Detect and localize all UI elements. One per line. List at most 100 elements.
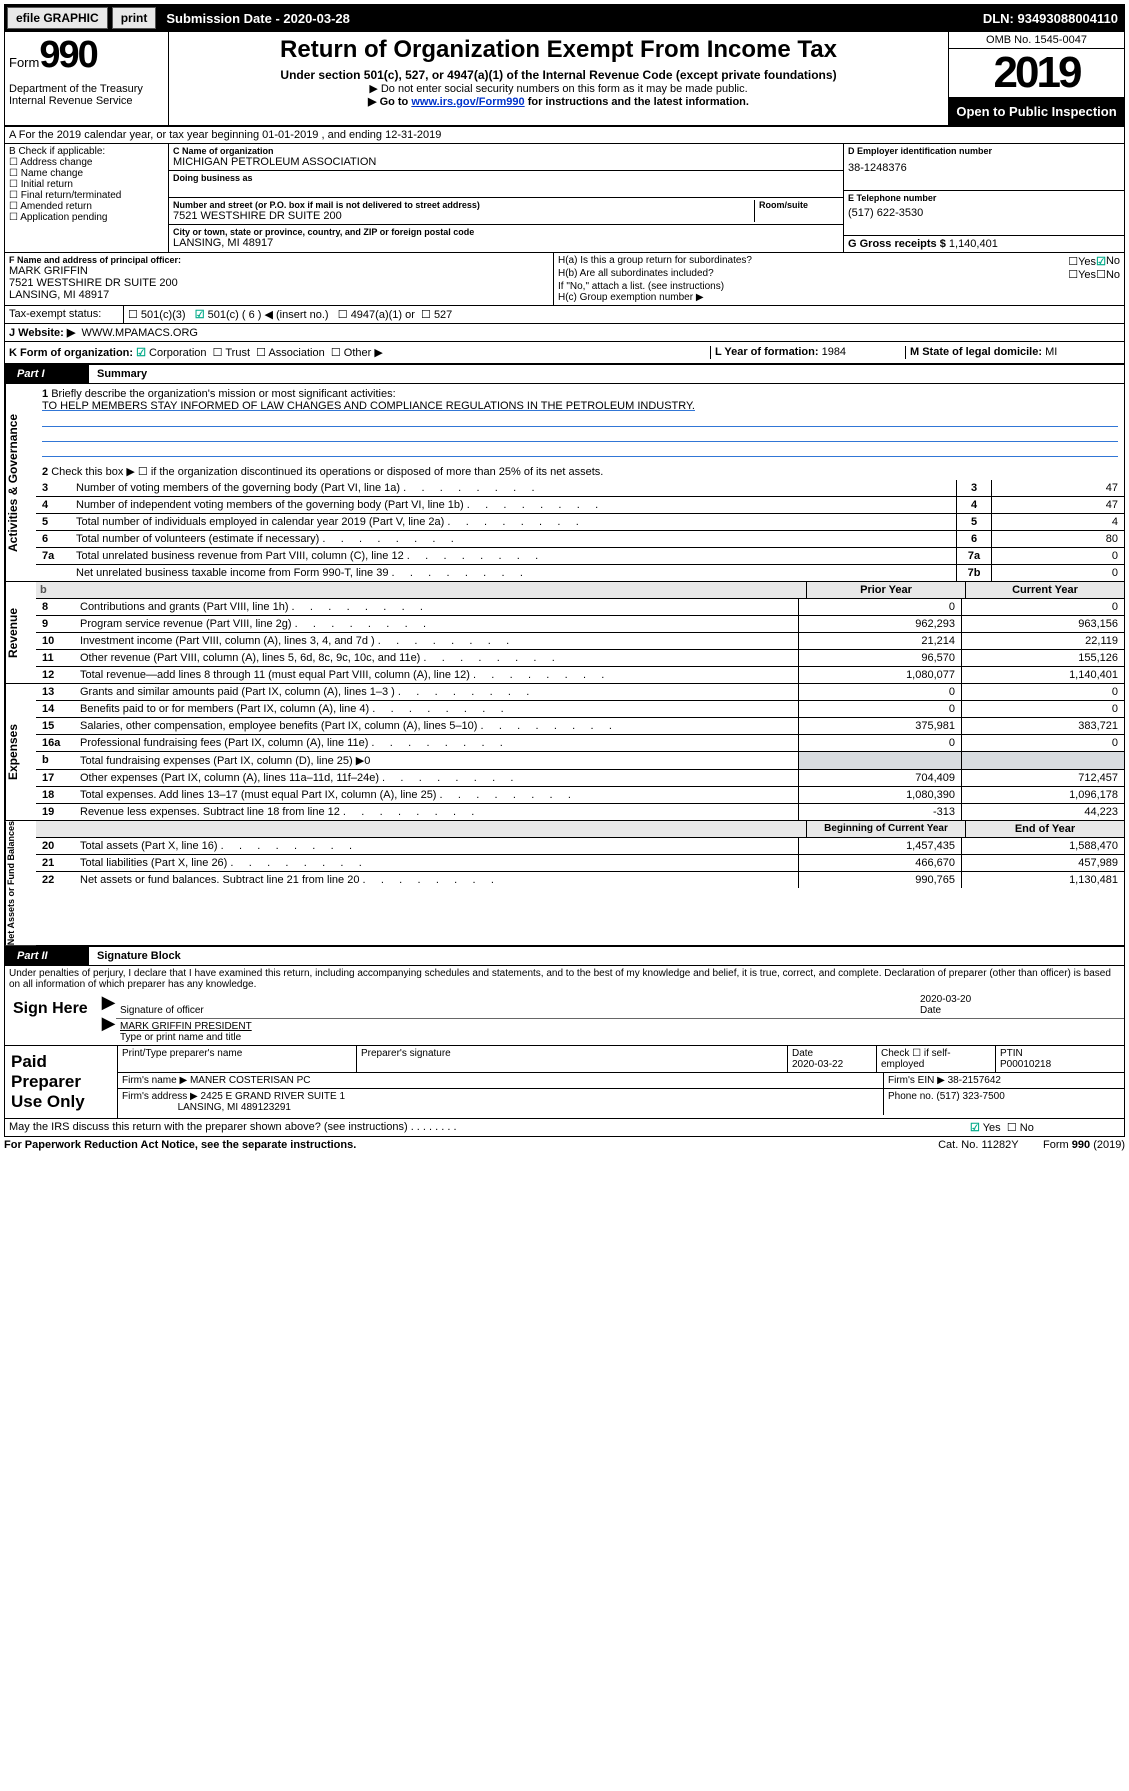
- gov-line: 6Total number of volunteers (estimate if…: [36, 531, 1124, 548]
- chk-527[interactable]: ☐ 527: [421, 309, 452, 321]
- hb-yes[interactable]: ☐Yes: [1068, 268, 1096, 281]
- part2-title: Signature Block: [89, 947, 189, 965]
- dln-label: DLN: 93493088004110: [977, 8, 1124, 29]
- city-label: City or town, state or province, country…: [173, 227, 839, 237]
- expenses-section: Expenses 13Grants and similar amounts pa…: [4, 684, 1125, 821]
- gross-value: 1,140,401: [949, 238, 998, 250]
- revenue-line: 9Program service revenue (Part VIII, lin…: [36, 616, 1124, 633]
- officer-addr1: 7521 WESTSHIRE DR SUITE 200: [9, 277, 549, 289]
- website-row: J Website: ▶ WWW.MPAMACS.ORG: [4, 324, 1125, 342]
- chk-name[interactable]: ☐ Name change: [9, 168, 164, 179]
- prep-sig-label: Preparer's signature: [361, 1048, 451, 1059]
- block-fh: F Name and address of principal officer:…: [4, 253, 1125, 306]
- corp-txt: Corporation: [149, 347, 206, 359]
- current-head: Current Year: [965, 582, 1124, 598]
- chk-initial[interactable]: ☐ Initial return: [9, 179, 164, 190]
- efile-label: efile GRAPHIC: [7, 7, 108, 29]
- revenue-line: 11Other revenue (Part VIII, column (A), …: [36, 650, 1124, 667]
- side-netassets: Net Assets or Fund Balances: [5, 821, 36, 945]
- 501c-txt: 501(c) ( 6 ) ◀ (insert no.): [208, 309, 329, 321]
- sig-date: 2020-03-20: [920, 994, 971, 1005]
- print-button[interactable]: print: [112, 7, 157, 29]
- taxexempt-label: Tax-exempt status:: [5, 306, 124, 323]
- discuss-yes[interactable]: ☑: [970, 1122, 980, 1134]
- klm-row: K Form of organization: ☑ Corporation ☐ …: [4, 342, 1125, 365]
- ha-label: H(a) Is this a group return for subordin…: [558, 255, 1068, 268]
- side-governance: Activities & Governance: [5, 384, 36, 581]
- q1-text: Briefly describe the organization's miss…: [51, 388, 395, 400]
- website-value: WWW.MPAMACS.ORG: [81, 327, 198, 339]
- revenue-line: 10Investment income (Part VIII, column (…: [36, 633, 1124, 650]
- side-expenses: Expenses: [5, 684, 36, 820]
- prep-date: 2020-03-22: [792, 1059, 843, 1070]
- prep-date-label: Date: [792, 1048, 813, 1059]
- prep-name-label: Print/Type preparer's name: [122, 1048, 242, 1059]
- m-label: M State of legal domicile:: [910, 346, 1042, 358]
- website-label: J Website: ▶: [9, 327, 75, 339]
- chk-501c[interactable]: ☑: [195, 309, 205, 321]
- self-emp-label[interactable]: Check ☐ if self-employed: [881, 1048, 951, 1070]
- box-f: F Name and address of principal officer:…: [5, 253, 554, 305]
- revenue-line: 8Contributions and grants (Part VIII, li…: [36, 599, 1124, 616]
- dept-label: Department of the Treasury Internal Reve…: [9, 83, 164, 107]
- firm-phone: (517) 323-7500: [936, 1091, 1004, 1102]
- hc-label: H(c) Group exemption number ▶: [558, 292, 1120, 303]
- rev-header: b Prior Year Current Year: [36, 582, 1124, 599]
- discuss-no[interactable]: ☐: [1007, 1122, 1017, 1134]
- end-head: End of Year: [965, 821, 1124, 837]
- chk-amended[interactable]: ☐ Amended return: [9, 201, 164, 212]
- ein-value: 38-1248376: [848, 162, 1120, 174]
- chk-4947[interactable]: ☐ 4947(a)(1) or: [338, 309, 415, 321]
- netassets-section: Net Assets or Fund Balances Beginning of…: [4, 821, 1125, 947]
- goto-pre: ▶ Go to: [368, 96, 411, 108]
- chk-addr[interactable]: ☐ Address change: [9, 157, 164, 168]
- paid-preparer-block: Paid Preparer Use Only Print/Type prepar…: [4, 1046, 1125, 1119]
- sign-block: Sign Here ▶▶ Signature of officer 2020-0…: [4, 992, 1125, 1046]
- chk-other[interactable]: ☐ Other ▶: [331, 347, 383, 359]
- room-label: Room/suite: [759, 200, 839, 210]
- note-goto: ▶ Go to www.irs.gov/Form990 for instruct…: [175, 95, 942, 108]
- side-revenue: Revenue: [5, 582, 36, 683]
- chk-assoc[interactable]: ☐ Association: [256, 347, 325, 359]
- m-val: MI: [1045, 346, 1057, 358]
- expense-line: 17Other expenses (Part IX, column (A), l…: [36, 770, 1124, 787]
- box-h: H(a) Is this a group return for subordin…: [554, 253, 1124, 305]
- phone-label: E Telephone number: [848, 193, 1120, 203]
- k-label: K Form of organization:: [9, 347, 133, 359]
- mission-text: TO HELP MEMBERS STAY INFORMED OF LAW CHA…: [42, 400, 695, 412]
- chk-pending[interactable]: ☐ Application pending: [9, 212, 164, 223]
- form-title: Return of Organization Exempt From Incom…: [175, 36, 942, 64]
- box-c: C Name of organization MICHIGAN PETROLEU…: [169, 144, 843, 252]
- expense-line: 16aProfessional fundraising fees (Part I…: [36, 735, 1124, 752]
- chk-501c3[interactable]: ☐ 501(c)(3): [128, 309, 186, 321]
- top-bar: efile GRAPHIC print Submission Date - 20…: [4, 4, 1125, 32]
- paid-label: Paid Preparer Use Only: [5, 1046, 118, 1118]
- gross-label: G Gross receipts $: [848, 238, 946, 250]
- ha-yes[interactable]: ☐Yes: [1068, 255, 1096, 268]
- omb-number: OMB No. 1545-0047: [949, 32, 1124, 49]
- hb-label: H(b) Are all subordinates included?: [558, 268, 1068, 281]
- dba-label: Doing business as: [173, 173, 839, 183]
- pra-text: For Paperwork Reduction Act Notice, see …: [4, 1139, 356, 1151]
- chk-corp[interactable]: ☑: [136, 347, 146, 359]
- expense-line: bTotal fundraising expenses (Part IX, co…: [36, 752, 1124, 770]
- ptin-val: P00010218: [1000, 1059, 1051, 1070]
- hb-no[interactable]: ☐No: [1096, 268, 1120, 281]
- box-deg: D Employer identification number 38-1248…: [843, 144, 1124, 252]
- cat-no: Cat. No. 11282Y: [938, 1139, 1019, 1151]
- tax-exempt-row: Tax-exempt status: ☐ 501(c)(3) ☑ 501(c) …: [4, 306, 1125, 324]
- irs-link[interactable]: www.irs.gov/Form990: [411, 96, 524, 108]
- arrow-icon: ▶▶: [101, 992, 116, 1045]
- underline3: [42, 444, 1118, 457]
- chk-trust[interactable]: ☐ Trust: [213, 347, 250, 359]
- discuss-text: May the IRS discuss this return with the…: [9, 1121, 408, 1133]
- chk-final[interactable]: ☐ Final return/terminated: [9, 190, 164, 201]
- gov-line: 3Number of voting members of the governi…: [36, 480, 1124, 497]
- q2-text: Check this box ▶ ☐ if the organization d…: [51, 466, 603, 478]
- open-inspection: Open to Public Inspection: [949, 98, 1124, 125]
- box-b: B Check if applicable: ☐ Address change …: [5, 144, 169, 252]
- submission-date: Submission Date - 2020-03-28: [158, 8, 358, 29]
- ha-no[interactable]: ☑: [1096, 255, 1106, 268]
- org-name-label: C Name of organization: [173, 146, 839, 156]
- officer-label: F Name and address of principal officer:: [9, 255, 549, 265]
